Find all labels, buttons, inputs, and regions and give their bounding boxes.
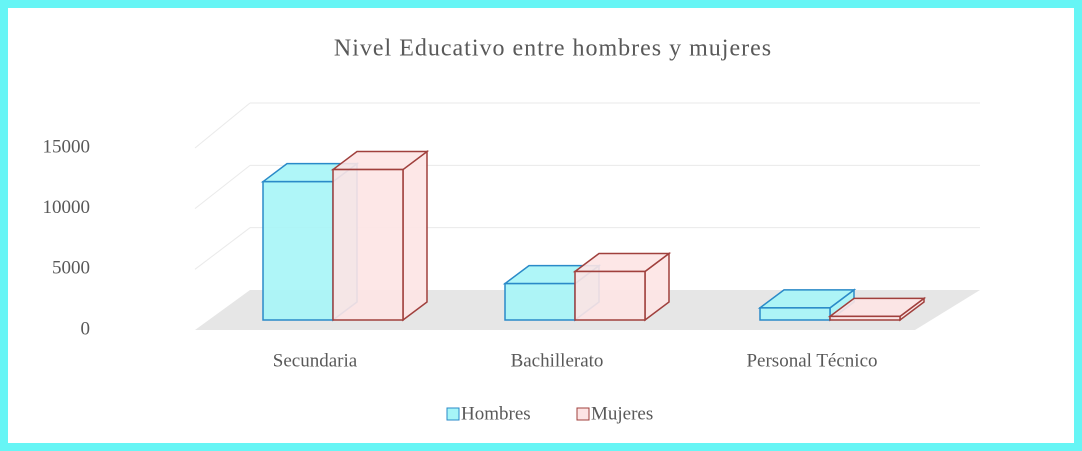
y-tick-label: 15000 [43, 136, 91, 157]
bar-side [402, 150, 428, 322]
bar [262, 180, 334, 321]
legend-label: Hombres [461, 403, 531, 424]
grid-line [194, 102, 251, 149]
chart-title: Nivel Educativo entre hombres y mujeres [334, 36, 772, 62]
bar [504, 282, 576, 321]
bar [829, 315, 901, 321]
x-tick-label: Bachillerato [511, 350, 604, 371]
bar [759, 307, 831, 321]
bar [574, 270, 646, 321]
grid-line [194, 227, 251, 270]
x-tick-label: Personal Técnico [746, 350, 877, 371]
legend-swatch [576, 407, 590, 421]
bar [332, 168, 404, 321]
y-tick-label: 0 [81, 318, 91, 339]
y-tick-label: 5000 [52, 258, 90, 279]
y-tick-label: 10000 [43, 197, 91, 218]
legend-label: Mujeres [591, 403, 653, 424]
legend-swatch [446, 407, 460, 421]
grid-line [194, 164, 251, 210]
x-tick-label: Secundaria [273, 350, 358, 371]
